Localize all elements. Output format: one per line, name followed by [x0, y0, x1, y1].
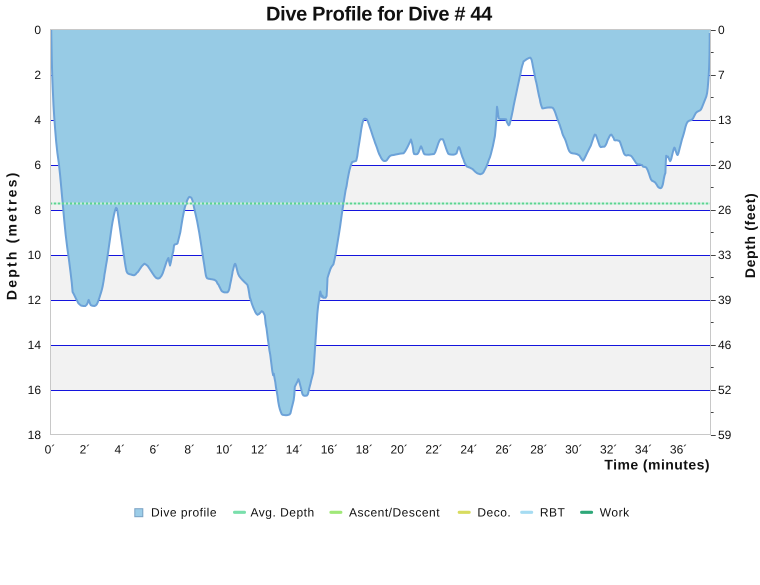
svg-text:36´: 36´ — [670, 442, 687, 456]
svg-text:52: 52 — [718, 383, 732, 397]
svg-text:0: 0 — [718, 23, 725, 37]
svg-text:18: 18 — [28, 428, 42, 442]
svg-text:59: 59 — [718, 428, 732, 442]
svg-text:26´: 26´ — [495, 442, 512, 456]
svg-text:4: 4 — [34, 113, 41, 127]
svg-text:30´: 30´ — [565, 442, 582, 456]
svg-text:7: 7 — [718, 68, 725, 82]
svg-text:Depth (metres): Depth (metres) — [4, 171, 20, 301]
svg-text:6: 6 — [34, 158, 41, 172]
svg-text:Dive Profile for Dive # 44: Dive Profile for Dive # 44 — [266, 4, 493, 26]
svg-text:26: 26 — [718, 203, 732, 217]
svg-text:Depth (feet): Depth (feet) — [742, 193, 758, 278]
svg-text:Dive profile: Dive profile — [151, 505, 217, 519]
svg-text:RBT: RBT — [540, 505, 566, 519]
svg-text:14: 14 — [28, 338, 42, 352]
svg-text:18´: 18´ — [356, 442, 373, 456]
svg-text:39: 39 — [718, 293, 732, 307]
svg-text:2: 2 — [34, 68, 41, 82]
svg-text:Avg. Depth: Avg. Depth — [251, 505, 315, 519]
svg-text:Time (minutes): Time (minutes) — [604, 457, 710, 473]
svg-text:22´: 22´ — [425, 442, 442, 456]
svg-text:32´: 32´ — [600, 442, 617, 456]
svg-text:8: 8 — [34, 203, 41, 217]
svg-text:Deco.: Deco. — [477, 505, 511, 519]
svg-text:34´: 34´ — [635, 442, 652, 456]
svg-text:16´: 16´ — [321, 442, 338, 456]
svg-text:Work: Work — [600, 505, 630, 519]
svg-text:46: 46 — [718, 338, 732, 352]
svg-text:0: 0 — [34, 23, 41, 37]
svg-text:4´: 4´ — [114, 442, 125, 456]
svg-text:16: 16 — [28, 383, 42, 397]
svg-text:6´: 6´ — [149, 442, 160, 456]
svg-text:33: 33 — [718, 248, 732, 262]
svg-text:Ascent/Descent: Ascent/Descent — [349, 505, 440, 519]
svg-text:0´: 0´ — [45, 442, 56, 456]
svg-text:13: 13 — [718, 113, 732, 127]
svg-text:2´: 2´ — [80, 442, 91, 456]
svg-text:12: 12 — [28, 293, 42, 307]
svg-text:20´: 20´ — [391, 442, 408, 456]
svg-text:10´: 10´ — [216, 442, 233, 456]
svg-text:24´: 24´ — [460, 442, 477, 456]
svg-text:8´: 8´ — [184, 442, 195, 456]
svg-text:28´: 28´ — [530, 442, 547, 456]
svg-text:10: 10 — [28, 248, 42, 262]
svg-text:20: 20 — [718, 158, 732, 172]
svg-text:12´: 12´ — [251, 442, 268, 456]
svg-text:14´: 14´ — [286, 442, 303, 456]
